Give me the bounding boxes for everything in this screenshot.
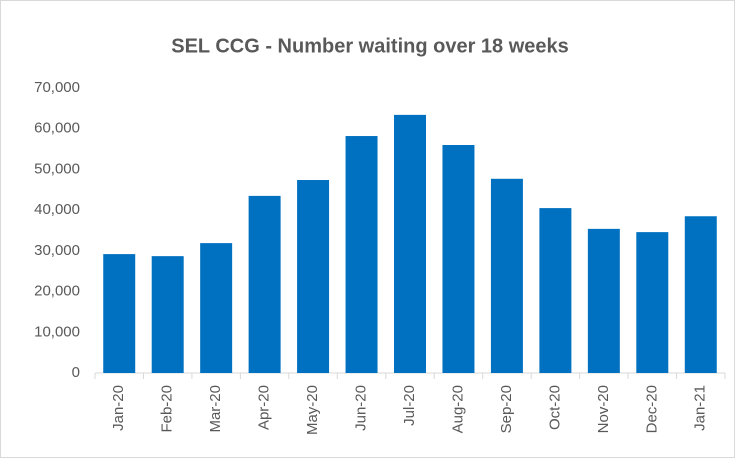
bar — [394, 114, 426, 373]
x-tick-label: Apr-20 — [256, 385, 273, 430]
bar — [490, 178, 523, 373]
bar — [345, 136, 378, 373]
x-tick-label: Mar-20 — [207, 385, 224, 433]
y-tick-label: 30,000 — [34, 242, 80, 259]
bar — [539, 208, 572, 373]
x-tick-label: Feb-20 — [159, 385, 176, 433]
bar — [684, 216, 717, 373]
x-tick-label: Jun-20 — [353, 385, 370, 431]
bar — [442, 145, 475, 373]
x-tick-label: Jan-21 — [692, 385, 709, 431]
bar — [248, 195, 281, 373]
x-tick-label: Nov-20 — [595, 385, 612, 433]
x-tick-label: Sep-20 — [498, 385, 515, 433]
x-tick-label: Oct-20 — [546, 385, 563, 430]
bar — [200, 243, 233, 373]
x-tick-label: Jan-20 — [110, 385, 127, 431]
bar — [297, 180, 330, 373]
bar — [103, 254, 136, 373]
bar — [636, 232, 669, 373]
y-tick-label: 40,000 — [34, 201, 80, 218]
y-tick-label: 20,000 — [34, 283, 80, 300]
bar — [151, 256, 184, 373]
y-tick-label: 60,000 — [34, 120, 80, 137]
x-tick-label: Dec-20 — [643, 385, 660, 433]
y-tick-label: 10,000 — [34, 323, 80, 340]
x-tick-label: Aug-20 — [449, 385, 466, 433]
x-tick-label: Jul-20 — [401, 385, 418, 426]
y-tick-label: 50,000 — [34, 160, 80, 177]
y-tick-label: 0 — [72, 364, 80, 381]
y-tick-label: 70,000 — [34, 79, 80, 96]
chart-title: SEL CCG - Number waiting over 18 weeks — [171, 35, 569, 57]
x-tick-label: May-20 — [304, 385, 321, 435]
bar — [587, 228, 620, 373]
